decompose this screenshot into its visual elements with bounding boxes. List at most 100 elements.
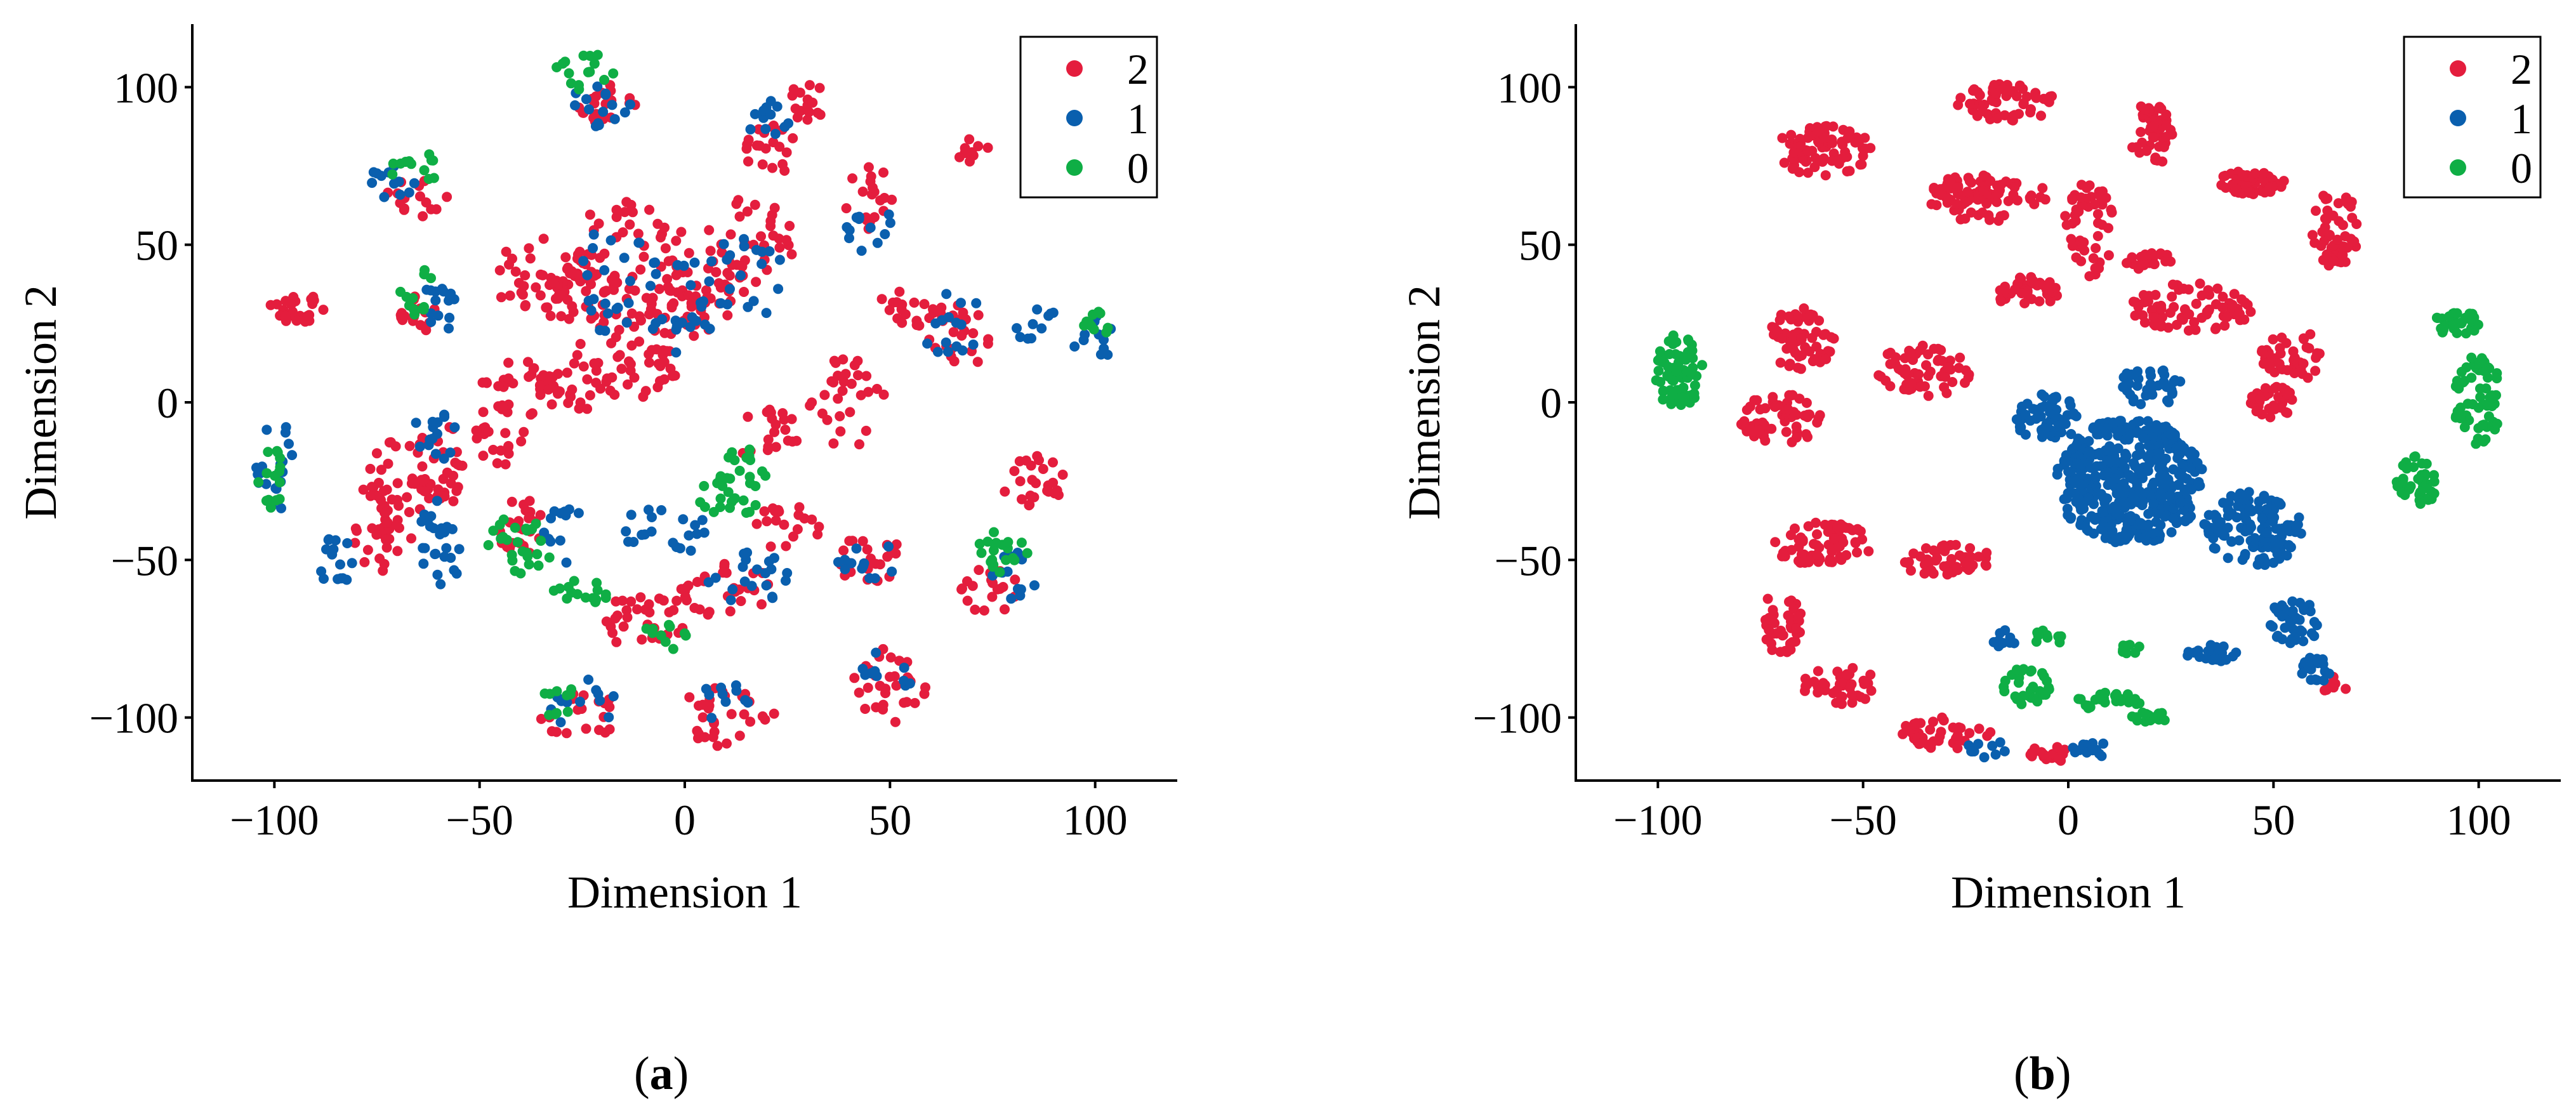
- data-point: [2085, 463, 2096, 473]
- data-point: [524, 512, 535, 523]
- data-point: [439, 409, 449, 420]
- data-point: [2168, 464, 2179, 475]
- data-point: [1941, 388, 1952, 399]
- data-point: [545, 689, 555, 699]
- data-point: [991, 538, 1001, 548]
- y-tick-label: −100: [89, 694, 178, 742]
- data-point: [2297, 369, 2308, 379]
- data-point: [1655, 346, 1665, 357]
- data-point: [1943, 362, 1953, 373]
- data-point: [2205, 640, 2216, 650]
- data-point: [2097, 508, 2108, 518]
- data-point: [2322, 249, 2332, 260]
- data-point: [1966, 177, 1977, 188]
- data-point: [500, 459, 511, 470]
- data-point: [2431, 312, 2442, 323]
- data-point: [1973, 739, 1983, 749]
- data-point: [705, 246, 716, 256]
- data-point: [968, 340, 979, 350]
- data-point: [2125, 516, 2136, 526]
- data-point: [506, 496, 517, 507]
- data-point: [1686, 367, 1696, 378]
- data-point: [2210, 324, 2221, 334]
- data-point: [1811, 517, 1821, 528]
- data-point: [2148, 132, 2158, 143]
- data-point: [783, 435, 793, 446]
- data-point: [2186, 449, 2196, 460]
- data-point: [645, 280, 656, 291]
- data-point: [2158, 365, 2169, 376]
- y-axis-label: Dimension 2: [15, 285, 66, 520]
- data-point: [904, 678, 915, 689]
- data-point: [2156, 304, 2167, 314]
- data-point: [762, 445, 773, 456]
- data-point: [2148, 121, 2159, 132]
- data-point: [498, 532, 508, 543]
- data-point: [1042, 485, 1053, 496]
- data-point: [2318, 190, 2329, 201]
- data-point: [625, 359, 636, 369]
- data-point: [2071, 458, 2082, 469]
- data-point: [291, 315, 302, 326]
- data-point: [1772, 326, 1783, 336]
- data-point: [2037, 389, 2047, 400]
- data-point: [2189, 317, 2200, 327]
- data-point: [497, 400, 508, 411]
- data-point: [600, 298, 611, 309]
- data-point: [556, 311, 567, 322]
- data-point: [2163, 397, 2174, 407]
- data-point: [286, 299, 296, 310]
- data-point: [2452, 308, 2462, 319]
- data-point: [562, 690, 572, 701]
- data-point: [837, 385, 848, 396]
- data-point: [426, 273, 436, 284]
- data-point: [501, 246, 512, 257]
- data-point: [2226, 536, 2237, 546]
- series-2: [265, 80, 1068, 751]
- data-point: [2049, 409, 2060, 420]
- data-point: [2153, 380, 2163, 391]
- data-point: [374, 553, 385, 564]
- data-point: [802, 114, 813, 125]
- data-point: [899, 663, 909, 673]
- data-point: [662, 274, 673, 284]
- data-point: [1995, 285, 2005, 296]
- data-point: [2133, 301, 2144, 312]
- data-point: [1809, 676, 1820, 687]
- data-point: [607, 628, 618, 638]
- data-point: [1952, 743, 1963, 753]
- data-point: [1828, 333, 1839, 344]
- data-point: [2133, 449, 2144, 460]
- data-point: [2025, 685, 2036, 696]
- data-point: [2134, 486, 2145, 497]
- data-point: [365, 491, 376, 501]
- data-point: [2052, 469, 2063, 480]
- data-point: [725, 503, 735, 513]
- data-point: [1993, 635, 2004, 646]
- data-point: [2154, 102, 2165, 112]
- data-point: [2009, 110, 2020, 121]
- data-point: [2274, 359, 2285, 369]
- data-point: [2047, 393, 2057, 404]
- data-point: [417, 461, 428, 472]
- data-point: [428, 173, 439, 183]
- y-tick-label: 100: [1497, 63, 1562, 112]
- data-point: [885, 218, 895, 228]
- data-point: [788, 133, 798, 143]
- data-point: [884, 305, 895, 315]
- data-point: [833, 393, 843, 404]
- data-point: [611, 637, 622, 647]
- data-point: [2227, 300, 2238, 310]
- data-point: [1932, 355, 1943, 366]
- data-point: [2160, 256, 2171, 267]
- data-point: [1668, 376, 1679, 386]
- data-point: [1965, 543, 1976, 553]
- data-point: [757, 159, 768, 170]
- data-point: [883, 541, 894, 552]
- legend: 210: [1019, 36, 1158, 199]
- data-point: [715, 493, 726, 504]
- data-point: [1010, 574, 1020, 585]
- data-point: [2460, 328, 2471, 339]
- data-point: [743, 301, 753, 312]
- data-point: [2261, 527, 2272, 538]
